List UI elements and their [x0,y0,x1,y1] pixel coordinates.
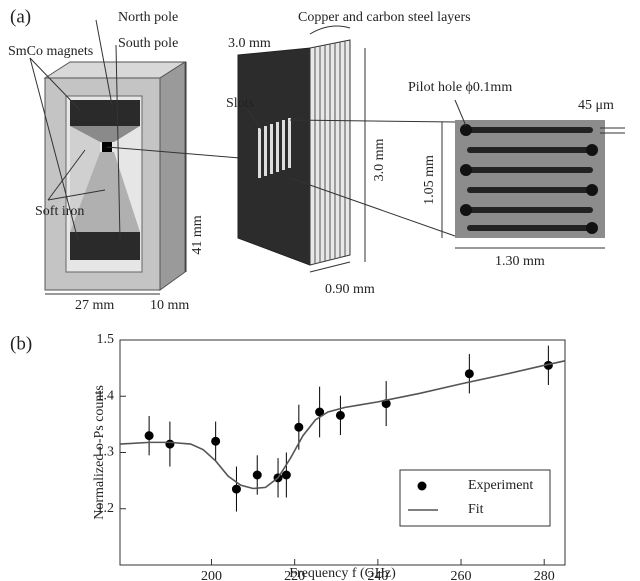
fit-line [120,361,565,489]
brace [310,26,350,34]
x-tick-label: 200 [201,569,222,581]
plot-frame [120,340,565,565]
magnet-bottom [70,232,140,260]
data-point [211,437,220,446]
data-point [253,471,262,480]
data-point [145,431,154,440]
legend-label: Experiment [468,478,533,493]
label: Slots [226,96,254,111]
label: Pilot hole ϕ0.1mm [408,80,512,95]
legend-label: Fit [468,502,484,517]
legend-marker [418,482,427,491]
box-side [160,62,185,290]
data-point [165,440,174,449]
data-point [294,423,303,432]
label: 3.0 mm [372,139,387,182]
panel-label: (b) [10,333,32,354]
label: South pole [118,36,178,51]
label: SmCo magnets [8,44,93,59]
data-point [336,411,345,420]
label: 10 mm [150,298,189,313]
data-point [282,471,291,480]
label: Copper and carbon steel layers [298,10,471,25]
data-point [465,369,474,378]
label: Soft iron [35,204,84,219]
figure: (a) North pole South pole SmCo magnets S… [0,0,640,581]
y-tick-label: 1.5 [97,332,115,347]
x-axis-label: Frequency f (GHz) [289,566,396,581]
label: 1.30 mm [495,254,545,269]
data-point [232,485,241,494]
micrograph [455,120,605,238]
label: North pole [118,10,178,25]
layer-lines [315,41,345,264]
slot-block [238,48,310,265]
x-tick-label: 280 [534,569,555,581]
label: 1.05 mm [422,155,437,205]
label: 0.90 mm [325,282,375,297]
y-axis-label: Normalized o-Ps counts [92,385,107,520]
x-tick-label: 260 [451,569,472,581]
magnet-top [70,100,140,126]
label: 45 μm [578,98,614,113]
label: 3.0 mm [228,36,271,51]
label: 27 mm [75,298,114,313]
panel-label: (a) [10,6,31,27]
label: 41 mm [190,215,205,254]
